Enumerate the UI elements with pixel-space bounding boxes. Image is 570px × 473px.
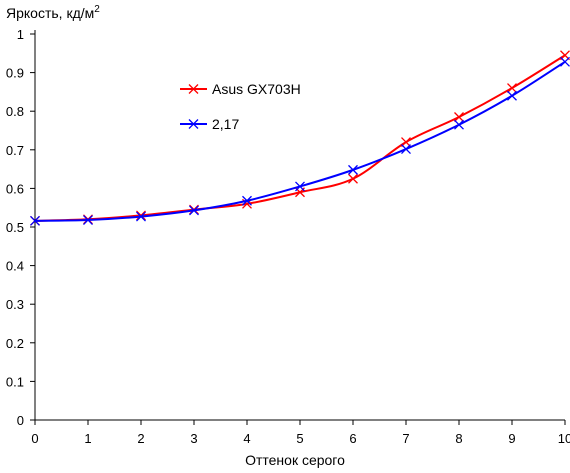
x-tick-label: 8	[455, 431, 462, 446]
data-point-marker	[507, 83, 517, 93]
data-point-marker	[136, 210, 146, 221]
y-axis-title-text: Яркость, кд/м	[6, 5, 94, 21]
data-point-marker	[348, 173, 358, 184]
data-point-marker	[348, 164, 358, 175]
y-tick-label: 0.6	[6, 181, 24, 196]
legend-swatch-marker	[188, 84, 199, 94]
x-tick-label: 5	[296, 431, 303, 446]
series-layer	[30, 50, 570, 226]
y-tick-label: 0.8	[6, 104, 24, 119]
y-tick-label: 0.3	[6, 297, 24, 312]
y-tick-label: 0.1	[6, 374, 24, 389]
x-tick-label: 9	[508, 431, 515, 446]
x-axis-title: Оттенок серого	[245, 452, 345, 468]
data-point-marker	[560, 56, 570, 67]
data-point-marker	[454, 112, 464, 122]
y-tick-label: 0	[17, 413, 24, 428]
series-2	[30, 56, 570, 226]
data-point-marker	[507, 90, 517, 101]
x-tick-label: 0	[31, 431, 38, 446]
y-tick-label: 1	[17, 27, 24, 42]
x-tick-label: 6	[349, 431, 356, 446]
data-point-marker	[454, 119, 464, 130]
data-point-marker	[242, 195, 252, 206]
y-tick-label: 0.2	[6, 336, 24, 351]
y-axis-title-superscript: 2	[94, 4, 100, 15]
x-tick-label: 1	[84, 431, 91, 446]
y-tick-label: 0.9	[6, 66, 24, 81]
y-tick-label: 0.4	[6, 259, 24, 274]
x-tick-label: 10	[558, 431, 570, 446]
x-tick-label: 3	[190, 431, 197, 446]
axes: 00.10.20.30.40.50.60.70.80.910 1 2 3 4 5 6 7 8 9 1…	[6, 27, 570, 446]
data-point-marker	[295, 181, 305, 192]
legend-label: Asus GX703H	[212, 81, 301, 97]
x-tick-label: 2	[137, 431, 144, 446]
x-tick-label: 7	[402, 431, 409, 446]
y-axis-title: Яркость, кд/м2	[6, 4, 100, 21]
data-point-marker	[136, 211, 146, 222]
y-tick-label: 0.5	[6, 220, 24, 235]
data-point-marker	[83, 215, 93, 226]
x-tick-label: 4	[243, 431, 250, 446]
legend-swatch-marker	[188, 119, 199, 129]
data-point-marker	[401, 137, 411, 148]
data-point-marker	[401, 144, 411, 154]
legend: Asus GX703H 2,17	[180, 81, 301, 132]
data-point-marker	[30, 215, 40, 226]
legend-label: 2,17	[212, 116, 239, 132]
data-point-marker	[189, 205, 199, 216]
y-tick-label: 0.7	[6, 143, 24, 158]
series-1	[30, 50, 570, 226]
